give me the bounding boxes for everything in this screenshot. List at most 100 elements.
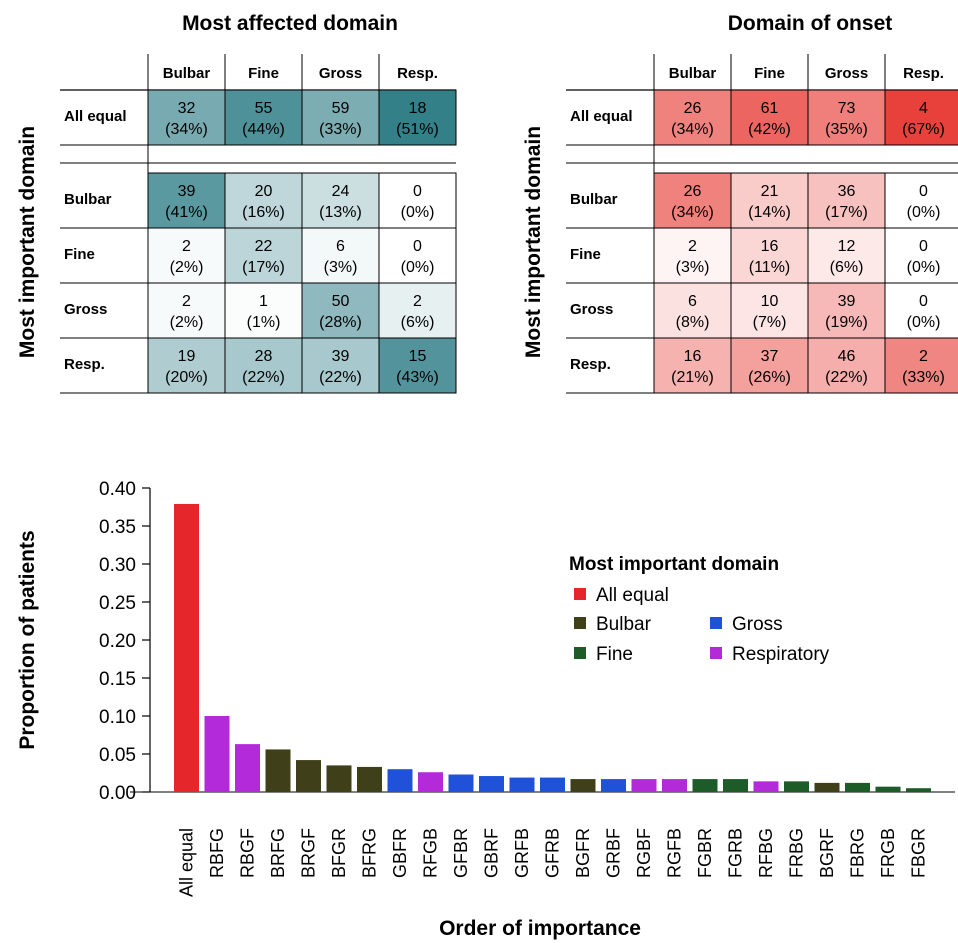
cell-count: 2 [688, 238, 697, 255]
cell-count: 39 [178, 183, 196, 200]
cell-percent: (3%) [324, 259, 358, 276]
cell-percent: (33%) [902, 369, 945, 386]
heatmap-cell [653, 227, 732, 284]
cell-percent: (34%) [671, 121, 714, 138]
y-tick-label: 0.20 [99, 631, 136, 652]
cell-percent: (16%) [242, 204, 285, 221]
bar [387, 769, 413, 792]
heatmap-cell [807, 227, 886, 284]
x-tick-label: GFBR [451, 828, 471, 878]
cell-percent: (28%) [319, 314, 362, 331]
cell-percent: (22%) [825, 369, 868, 386]
cell-count: 20 [255, 183, 273, 200]
cell-count: 46 [838, 348, 856, 365]
cell-count: 21 [761, 183, 779, 200]
column-header: Fine [754, 65, 785, 82]
cell-percent: (6%) [401, 314, 435, 331]
cell-percent: (0%) [907, 314, 941, 331]
row-label: Resp. [64, 356, 105, 373]
cell-count: 6 [336, 238, 345, 255]
cell-count: 1 [259, 293, 268, 310]
cell-percent: (8%) [676, 314, 710, 331]
cell-count: 37 [761, 348, 779, 365]
legend-label: Fine [596, 644, 633, 665]
heatmap-cell [378, 172, 457, 229]
heatmap-cell [807, 337, 886, 394]
x-axis-label: Order of importance [439, 917, 641, 940]
cell-count: 39 [332, 348, 350, 365]
y-axis-label: Proportion of patients [16, 530, 39, 749]
y-tick-label: 0.25 [99, 593, 136, 614]
row-label: Bulbar [64, 191, 112, 208]
bar [204, 716, 230, 792]
bar [540, 777, 565, 792]
x-tick-label: All equal [177, 828, 197, 897]
cell-percent: (0%) [907, 259, 941, 276]
cell-count: 0 [919, 293, 928, 310]
cell-count: 16 [684, 348, 702, 365]
bar [601, 779, 626, 792]
cell-count: 6 [688, 293, 697, 310]
bar [692, 779, 718, 792]
cell-percent: (67%) [902, 121, 945, 138]
heatmap-cell [301, 89, 380, 146]
heatmap-cell [224, 337, 303, 394]
x-tick-label: FRBG [787, 828, 807, 878]
heatmap-cell [653, 172, 732, 229]
column-header: Resp. [903, 65, 944, 82]
y-tick-label: 0.05 [99, 745, 136, 766]
heatmap-cell [730, 172, 809, 229]
cell-count: 26 [684, 183, 702, 200]
bar [784, 781, 809, 792]
cell-percent: (26%) [748, 369, 791, 386]
y-tick-label: 0.35 [99, 517, 136, 538]
bar [235, 744, 260, 792]
heatmap-cell [730, 89, 809, 146]
legend-label: Gross [732, 614, 783, 635]
cell-percent: (42%) [748, 121, 791, 138]
heatmap-cell [378, 282, 457, 339]
bar [845, 782, 870, 792]
heatmap-cell [147, 89, 226, 146]
heatmap-cell [378, 337, 457, 394]
heatmap-cell [884, 337, 958, 394]
x-tick-label: FBRG [848, 828, 868, 878]
bar [814, 782, 840, 792]
cell-percent: (0%) [401, 259, 435, 276]
row-label: Resp. [570, 356, 611, 373]
column-header: Gross [319, 65, 362, 82]
cell-percent: (1%) [247, 314, 281, 331]
cell-count: 15 [409, 348, 427, 365]
y-tick-label: 0.15 [99, 669, 136, 690]
cell-count: 73 [838, 100, 856, 117]
cell-percent: (51%) [396, 121, 439, 138]
cell-count: 26 [684, 100, 702, 117]
column-header: Fine [248, 65, 279, 82]
heatmap-cell [884, 89, 958, 146]
legend-swatch [710, 617, 722, 629]
x-tick-label: RGBF [634, 828, 654, 878]
cell-count: 12 [838, 238, 856, 255]
bar [753, 781, 779, 792]
row-label: Bulbar [570, 191, 618, 208]
cell-count: 0 [919, 238, 928, 255]
x-tick-label: RFGB [421, 828, 441, 878]
cell-count: 61 [761, 100, 779, 117]
cell-count: 39 [838, 293, 856, 310]
cell-percent: (34%) [671, 204, 714, 221]
cell-percent: (22%) [242, 369, 285, 386]
heatmap-domain-of-onset: Domain of onset Most important domain Bulb… [522, 12, 958, 394]
bar [723, 779, 748, 792]
heatmap-ylabel: Most important domain [522, 126, 545, 358]
bar [296, 760, 321, 792]
cell-percent: (17%) [825, 204, 868, 221]
bar [906, 788, 931, 792]
x-tick-label: BGRF [817, 828, 837, 878]
legend-label: Respiratory [732, 644, 830, 665]
heatmap-cell [807, 172, 886, 229]
x-tick-label: BGFR [573, 828, 593, 878]
x-tick-label: GBFR [390, 828, 410, 878]
row-label: Fine [64, 246, 95, 263]
column-header: Resp. [397, 65, 438, 82]
y-tick-label: 0.30 [99, 555, 136, 576]
